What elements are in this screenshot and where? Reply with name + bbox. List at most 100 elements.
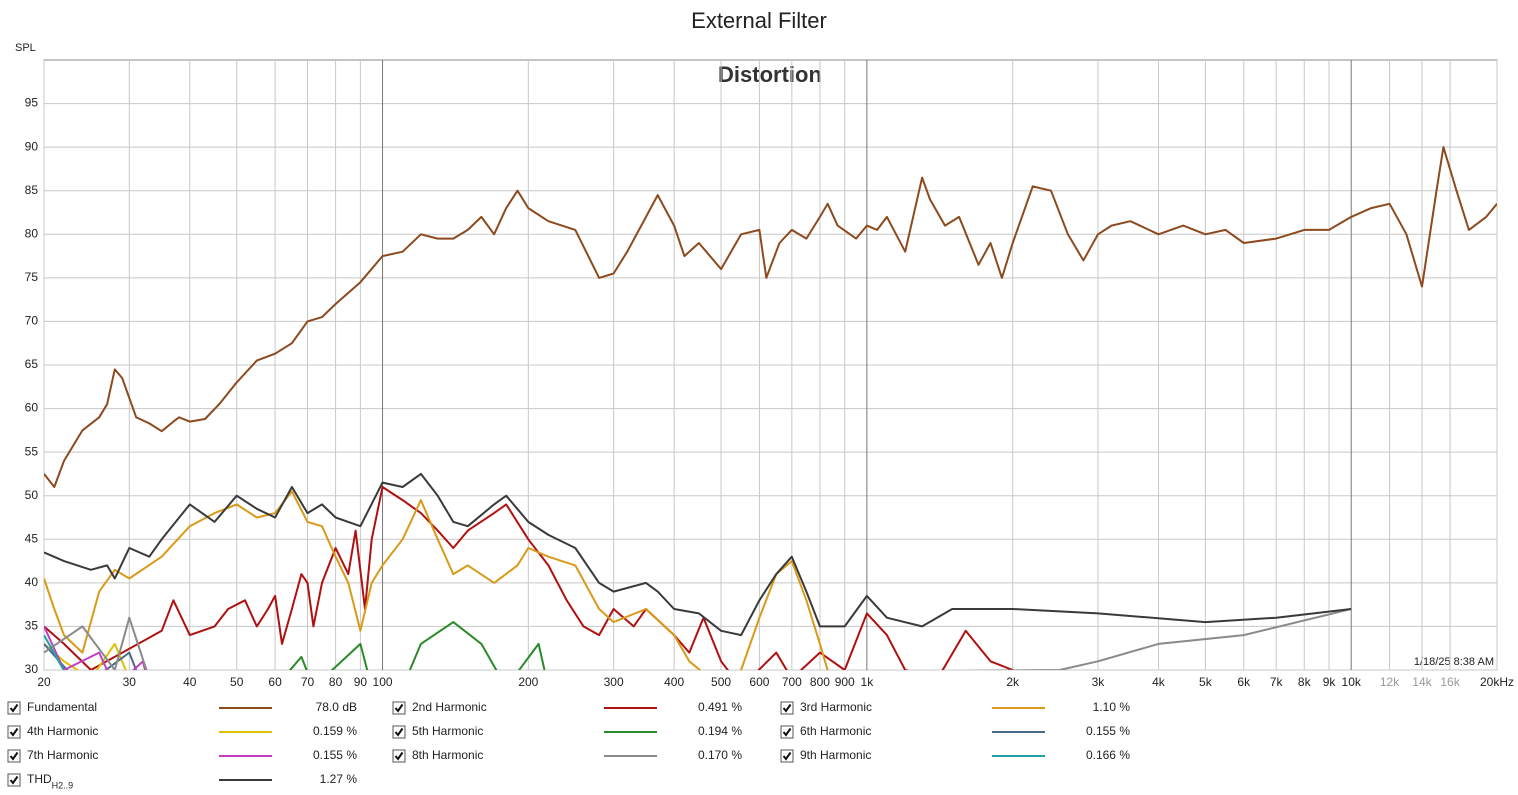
legend-label: 8th Harmonic [412,748,483,762]
checkmark [9,703,19,713]
legend-label-sub: H2..9 [52,780,74,790]
legend-readout: 1.27 % [320,772,358,786]
legend-label: 9th Harmonic [800,748,871,762]
x-tick-label: 2k [1006,675,1020,689]
timestamp: 1/18/25 8:38 AM [1414,656,1494,668]
legend-item: Fundamental 78.0 dB [7,700,357,715]
grid [43,60,1498,671]
checkmark [782,703,792,713]
y-tick-label: 40 [25,575,39,589]
y-tick-label: 50 [25,488,39,502]
x-tick-label: 12k [1380,675,1400,689]
x-tick-label: 40 [183,675,197,689]
legend-label: 6th Harmonic [800,724,871,738]
legend-readout: 1.10 % [1093,700,1131,714]
x-tick-label: 30 [123,675,137,689]
y-tick-label: 80 [25,226,39,240]
x-tick-label: 300 [604,675,624,689]
checkmark [782,727,792,737]
y-tick-label: 70 [25,314,39,328]
legend-item: 7th Harmonic 0.155 % [7,748,357,763]
x-tick-label: 900 [835,675,855,689]
legend-label: 4th Harmonic [27,724,98,738]
checkmark [394,751,404,761]
x-tick-label: 6k [1237,675,1251,689]
legend-item: 3rd Harmonic 1.10 % [780,700,1131,715]
legend-label: 3rd Harmonic [800,700,872,714]
legend-readout: 0.491 % [698,700,742,714]
x-tick-label: 80 [329,675,343,689]
y-axis-label: SPL [15,42,36,54]
legend-readout: 0.155 % [1086,724,1130,738]
legend-label: THD [27,772,52,786]
legend-readout: 0.170 % [698,748,742,762]
x-tick-label: 10k [1342,675,1362,689]
x-tick-label: 800 [810,675,830,689]
x-tick-label: 1k [861,675,875,689]
x-tick-label: 600 [749,675,769,689]
x-tick-label: 90 [354,675,368,689]
x-tick-label: 50 [230,675,244,689]
y-tick-label: 85 [25,183,39,197]
legend-readout: 0.159 % [313,724,357,738]
legend-label: 5th Harmonic [412,724,483,738]
x-tick-label: 200 [518,675,538,689]
x-tick-label: 20kHz [1480,675,1514,689]
x-tick-label: 20 [37,675,51,689]
x-tick-label: 4k [1152,675,1166,689]
y-tick-label: 90 [25,139,39,153]
series-line [44,490,829,670]
series-line [288,621,546,670]
y-tick-label: 55 [25,444,39,458]
legend-item: THD H2..9 1.27 % [7,772,358,790]
y-tick-label: 60 [25,401,39,415]
x-tick-label: 9k [1323,675,1337,689]
x-tick-label: 60 [268,675,282,689]
series-line [44,608,1352,670]
y-tick-label: 35 [25,619,39,633]
x-tick-label: 14k [1412,675,1432,689]
legend-readout: 78.0 dB [316,700,357,714]
checkmark [782,751,792,761]
y-tick-label: 95 [25,96,39,110]
legend-item: 9th Harmonic 0.166 % [780,748,1130,763]
checkmark [394,703,404,713]
y-tick-label: 45 [25,531,39,545]
legend-item: 4th Harmonic 0.159 % [7,724,357,739]
x-tick-label: 700 [782,675,802,689]
y-tick-label: 65 [25,357,39,371]
x-tick-label: 100 [373,675,393,689]
legend-label: Fundamental [27,700,97,714]
legend-item: 6th Harmonic 0.155 % [780,724,1130,739]
x-tick-label: 500 [711,675,731,689]
legend-item: 8th Harmonic 0.170 % [392,748,742,763]
series-line [44,643,138,670]
legend-item: 2nd Harmonic 0.491 % [392,700,742,715]
legend-readout: 0.166 % [1086,748,1130,762]
legend-readout: 0.194 % [698,724,742,738]
y-tick-label: 30 [25,662,39,676]
checkmark [9,775,19,785]
checkmark [9,751,19,761]
x-tick-label: 5k [1199,675,1213,689]
x-tick-label: 3k [1092,675,1106,689]
checkmark [9,727,19,737]
chart-title: External Filter [691,8,827,33]
x-tick-label: 70 [301,675,315,689]
series-line [44,486,1015,670]
series-line [44,146,1497,488]
legend-label: 2nd Harmonic [412,700,487,714]
legend-readout: 0.155 % [313,748,357,762]
legend-label: 7th Harmonic [27,748,98,762]
x-tick-label: 7k [1270,675,1284,689]
series-line [44,634,65,670]
y-tick-label: 75 [25,270,39,284]
chart-subtitle: Distortion [718,62,822,87]
lines [44,146,1497,670]
series-line [44,472,1352,637]
legend-item: 5th Harmonic 0.194 % [392,724,742,739]
x-tick-label: 8k [1298,675,1312,689]
x-tick-label: 16k [1440,675,1460,689]
x-tick-label: 400 [664,675,684,689]
